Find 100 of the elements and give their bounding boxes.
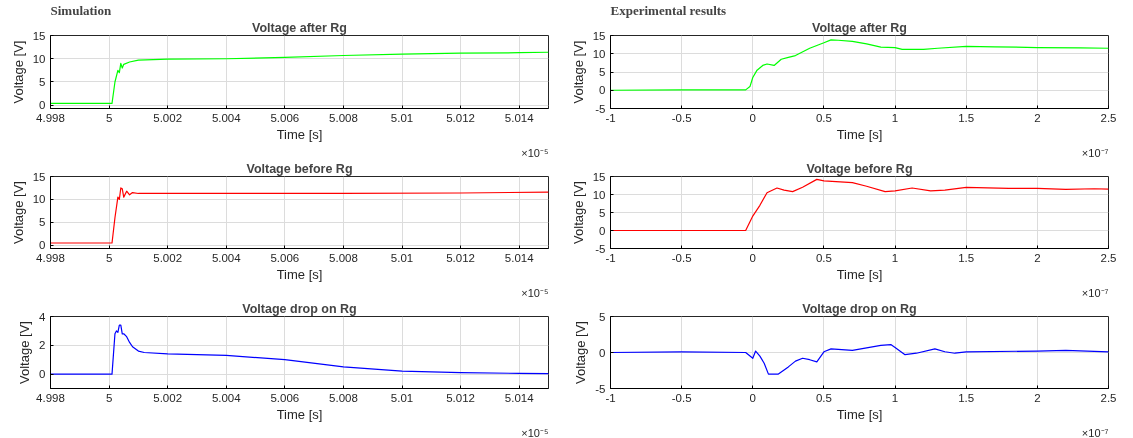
x-tick-label: 5.01 [390, 391, 414, 404]
x-tick-label: 5.014 [504, 251, 535, 264]
x-tick-label: 1.5 [958, 111, 975, 124]
text: ×10⁻⁷ [1081, 286, 1109, 299]
x-tick-label: 1 [891, 111, 899, 124]
x-axis-title: Time [s] [276, 126, 323, 142]
chart-title: Voltage before Rg [246, 161, 353, 176]
chart-title: Voltage after Rg [252, 20, 347, 35]
x-axis-title: Time [s] [836, 126, 883, 142]
text: ×10⁻⁵ [521, 286, 549, 299]
x-tick-label: 5.006 [270, 391, 300, 404]
text: ×10⁻⁵ [521, 146, 549, 159]
y-tick-label: 15 [592, 170, 606, 183]
chart-title: Voltage before Rg [806, 161, 913, 176]
x-tick-label: 5.014 [504, 391, 535, 404]
x-tick-label: 2 [1034, 111, 1041, 124]
y-axis-title: Voltage [V] [10, 40, 26, 104]
chart-title: Voltage drop on Rg [802, 301, 917, 316]
y-tick-label: 15 [32, 29, 46, 42]
x-axis-title: Time [s] [836, 266, 883, 282]
y-tick-label: 2 [39, 339, 46, 352]
x-tick-label: 5.004 [211, 391, 242, 404]
x-tick-label: 1 [891, 251, 899, 264]
x-tick-label: 4.998 [36, 391, 65, 404]
x-axis-title: Time [s] [276, 406, 323, 422]
y-tick-label: 0 [599, 346, 606, 359]
y-tick-label: 0 [599, 224, 606, 237]
x-tick-label: 5 [105, 391, 113, 404]
y-tick-label: 15 [32, 170, 46, 183]
x-tick-label: 5.008 [329, 111, 358, 124]
chart-title: Voltage after Rg [812, 20, 907, 35]
x-tick-label: 5 [105, 251, 113, 264]
x-tick-label: 5 [105, 111, 113, 124]
x-tick-label: 5.012 [446, 111, 476, 124]
y-tick-label: 10 [32, 193, 46, 206]
x-tick-label: 5.01 [390, 251, 414, 264]
y-tick-label: 15 [592, 29, 606, 42]
x-tick-label: 4.998 [36, 111, 65, 124]
x-tick-label: 1.5 [958, 251, 975, 264]
x-tick-label: 0.5 [815, 251, 832, 264]
text: ×10⁻⁷ [1081, 146, 1109, 159]
y-tick-label: 5 [39, 216, 46, 229]
text: ×10⁻⁵ [521, 426, 549, 438]
x-tick-label: 5.006 [270, 111, 300, 124]
chart-title: Voltage drop on Rg [242, 301, 357, 316]
x-tick-label: 0 [749, 111, 756, 124]
x-tick-label: 0.5 [815, 111, 832, 124]
y-tick-label: 0 [39, 368, 46, 381]
y-tick-label: 5 [599, 310, 606, 323]
x-tick-label: 1 [891, 391, 899, 404]
x-tick-label: 2.5 [1100, 251, 1117, 264]
x-tick-label: 0 [749, 251, 756, 264]
y-tick-label: 10 [592, 47, 606, 60]
y-tick-label: 0 [599, 84, 606, 97]
y-tick-label: -5 [595, 242, 606, 255]
x-tick-label: 5.008 [329, 251, 358, 264]
y-tick-label: 5 [599, 206, 606, 219]
x-tick-label: 5.004 [211, 251, 242, 264]
y-axis-title: Voltage [V] [573, 321, 589, 384]
x-tick-label: 5.014 [504, 111, 535, 124]
y-tick-label: 5 [39, 76, 46, 88]
y-tick-label: 4 [39, 310, 47, 323]
x-tick-label: 5.004 [211, 111, 242, 124]
y-tick-label: -5 [595, 382, 606, 395]
text: ×10⁻⁷ [1081, 426, 1109, 438]
y-axis-title: Voltage [V] [570, 181, 586, 244]
x-tick-label: 5.002 [153, 391, 183, 404]
y-axis-title: Voltage [V] [570, 40, 586, 104]
x-tick-label: -1 [605, 391, 616, 404]
x-tick-label: -1 [605, 111, 616, 124]
x-tick-label: 2 [1034, 251, 1041, 264]
x-tick-label: -0.5 [671, 391, 692, 404]
y-tick-label: 5 [599, 66, 606, 78]
x-tick-label: 5.01 [390, 111, 414, 124]
x-tick-label: 5.006 [270, 251, 300, 264]
x-tick-label: 1.5 [958, 391, 975, 404]
x-tick-label: 2.5 [1100, 391, 1117, 404]
x-tick-label: 2.5 [1100, 111, 1117, 124]
x-tick-label: 5.008 [329, 391, 358, 404]
x-tick-label: 5.012 [446, 251, 476, 264]
x-tick-label: -0.5 [671, 251, 692, 264]
y-tick-label: 10 [592, 188, 606, 201]
x-tick-label: 0 [749, 391, 756, 404]
text: Simulation [50, 2, 112, 18]
y-tick-label: 0 [39, 99, 46, 112]
y-tick-label: 10 [32, 52, 46, 65]
x-tick-label: 4.998 [36, 251, 65, 264]
x-tick-label: -0.5 [671, 111, 692, 124]
y-axis-title: Voltage [V] [10, 181, 26, 244]
x-tick-label: 0.5 [815, 391, 832, 404]
x-tick-label: 5.002 [153, 251, 183, 264]
y-tick-label: 0 [39, 239, 46, 252]
x-tick-label: 5.002 [153, 111, 183, 124]
text: Experimental results [610, 2, 727, 18]
x-axis-title: Time [s] [836, 406, 883, 422]
x-tick-label: 2 [1034, 391, 1041, 404]
x-tick-label: 5.012 [446, 391, 476, 404]
y-tick-label: -5 [595, 102, 606, 115]
x-axis-title: Time [s] [276, 266, 323, 282]
x-tick-label: -1 [605, 251, 616, 264]
